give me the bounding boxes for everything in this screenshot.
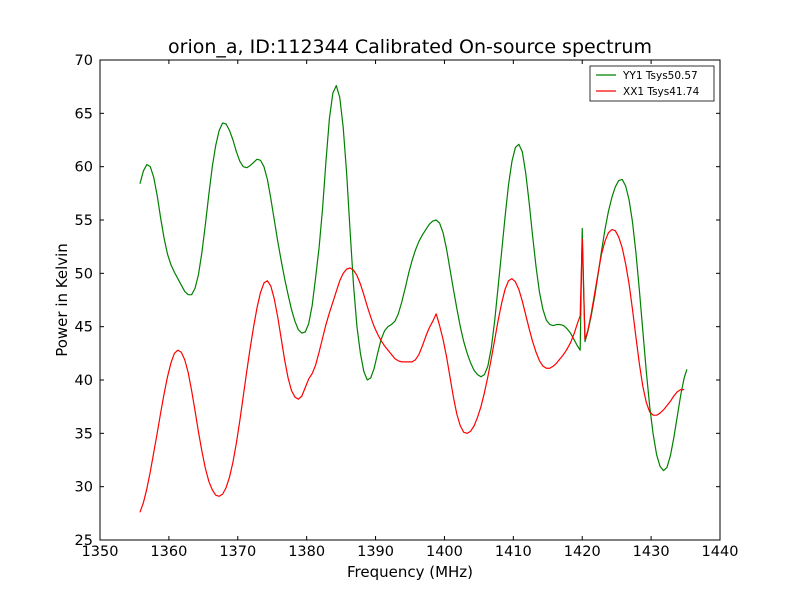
legend-box (589, 65, 715, 102)
legend-label-2: XX1 Tsys41.74 (623, 86, 700, 98)
y-tick-label: 55 (75, 213, 93, 229)
x-tick-label: 1430 (633, 544, 670, 560)
series-line-2 (139, 229, 685, 513)
legend-label-1: YY1 Tsys50.57 (622, 70, 698, 82)
legend: YY1 Tsys50.57 XX1 Tsys41.74 (589, 65, 715, 102)
x-tick-label: 1380 (288, 544, 325, 560)
y-tick-label: 40 (75, 373, 93, 389)
y-tick-label: 50 (75, 266, 93, 282)
axes-layer: 1350 1360 1370 1380 1390 1400 1410 1420 1430 1440… (75, 53, 739, 560)
series-layer (139, 85, 688, 513)
x-axis-label: Frequency (MHz) (347, 563, 473, 581)
x-tick-label: 1390 (357, 544, 394, 560)
x-tick-label: 1410 (495, 544, 532, 560)
y-tick-label: 30 (75, 480, 93, 496)
x-tick-label: 1360 (150, 544, 187, 560)
x-tick-label: 1350 (82, 544, 119, 560)
y-tick-label: 25 (75, 533, 93, 549)
y-tick-label: 60 (75, 160, 93, 176)
y-tick-label: 70 (75, 53, 93, 69)
x-tick-label: 1400 (426, 544, 463, 560)
y-tick-label: 45 (75, 320, 93, 336)
y-axis-label: Power in Kelvin (53, 243, 71, 357)
x-tick-label: 1440 (702, 544, 739, 560)
x-tick-label: 1420 (564, 544, 601, 560)
y-tick-label: 65 (75, 106, 93, 122)
x-tick-label: 1370 (219, 544, 256, 560)
plot-frame (99, 59, 721, 541)
y-tick-label: 35 (75, 426, 93, 442)
chart-title: orion_a, ID:112344 Calibrated On-source … (168, 36, 652, 58)
